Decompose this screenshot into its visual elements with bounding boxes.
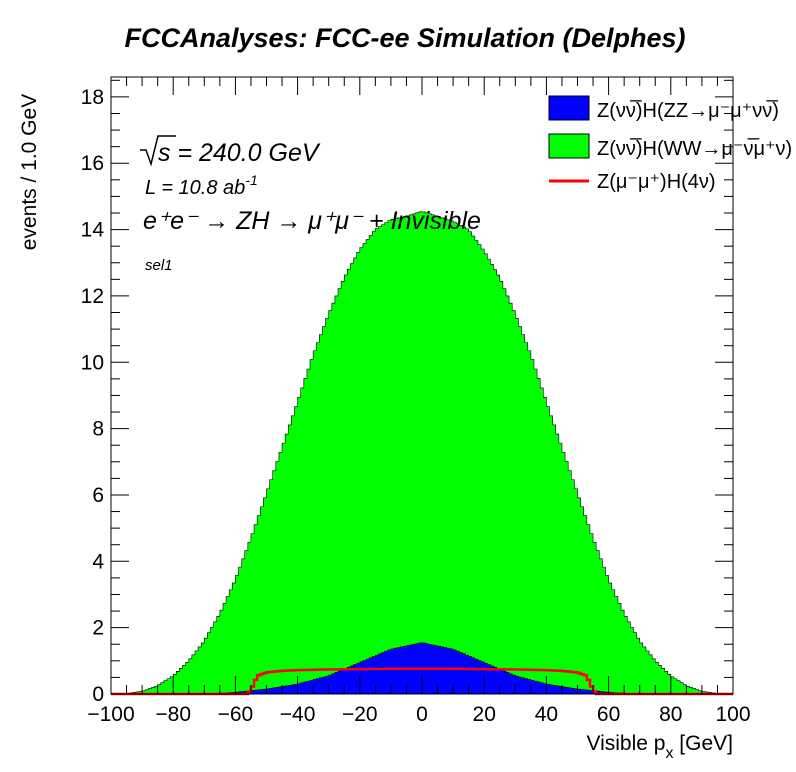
legend-label-ww: Z(νν̅)H(WW→μ⁻ν̅μ⁺ν) xyxy=(597,137,792,160)
svg-text:s = 240.0 GeV: s = 240.0 GeV xyxy=(158,139,321,167)
y-tick-label: 12 xyxy=(81,285,104,308)
annotation-sqrt-s: s = 240.0 GeV xyxy=(140,135,321,167)
chart-title: FCCAnalyses: FCC-ee Simulation (Delphes) xyxy=(124,23,685,53)
x-tick-label: −60 xyxy=(218,703,254,726)
legend-label-zz: Z(νν̅)H(ZZ→μ⁻μ⁺νν̅) xyxy=(597,99,779,122)
x-tick-label: −20 xyxy=(342,703,378,726)
x-tick-label: −80 xyxy=(155,703,191,726)
axis-layer: −100 −80 −60 −40 −20 0 20 40 60 80 100 0 2 4 6 8 10 12 14 1… xyxy=(81,76,751,726)
legend-swatch-zz xyxy=(548,95,590,121)
y-tick-label: 0 xyxy=(92,683,104,706)
legend-label-mumu: Z(μ⁻μ⁺)H(4ν) xyxy=(597,171,716,193)
y-tick-label: 10 xyxy=(81,351,104,374)
annotation-lumi: L = 10.8 ab-1 xyxy=(145,172,258,199)
annotation-process: e⁺e⁻ → ZH → μ⁺μ⁻ + Invisible xyxy=(143,207,481,235)
y-tick-label: 8 xyxy=(92,418,104,441)
lumi-exponent: -1 xyxy=(245,172,257,188)
x-axis-label-sub: x xyxy=(665,745,673,762)
x-axis-label-unit: [GeV] xyxy=(673,732,733,755)
lumi-text: L = 10.8 ab xyxy=(145,177,245,199)
x-tick-label: 0 xyxy=(416,703,428,726)
x-tick-label: −40 xyxy=(280,703,316,726)
y-tick-label: 14 xyxy=(81,219,105,242)
y-tick-label: 4 xyxy=(92,550,104,573)
x-tick-label: 20 xyxy=(473,703,496,726)
x-axis-label-main: Visible p xyxy=(586,732,665,755)
annotation-selection: sel1 xyxy=(145,257,173,274)
legend: Z(νν̅)H(ZZ→μ⁻μ⁺νν̅) Z(νν̅)H(WW→μ⁻ν̅μ⁺ν) … xyxy=(548,95,792,193)
sqrt-symbol xyxy=(140,135,176,167)
y-tick-label: 2 xyxy=(92,617,104,640)
series-ww-area xyxy=(110,211,734,695)
x-tick-label: −100 xyxy=(87,703,134,726)
x-tick-label: 60 xyxy=(597,703,620,726)
legend-swatch-ww xyxy=(548,133,590,159)
sqrt-s-text: s xyxy=(158,139,171,167)
series-mumu-line xyxy=(111,667,733,696)
y-tick-label: 16 xyxy=(81,152,104,175)
y-axis-label: events / 1.0 GeV xyxy=(18,94,41,250)
y-tick-label: 6 xyxy=(92,484,104,507)
x-tick-label: 80 xyxy=(659,703,682,726)
sqrt-s-value: = 240.0 GeV xyxy=(171,139,321,167)
x-tick-label: 40 xyxy=(535,703,558,726)
x-axis-label: Visible px [GeV] xyxy=(586,732,733,762)
y-tick-label: 18 xyxy=(81,86,104,109)
series-layer xyxy=(110,211,734,696)
x-tick-label: 100 xyxy=(715,703,750,726)
